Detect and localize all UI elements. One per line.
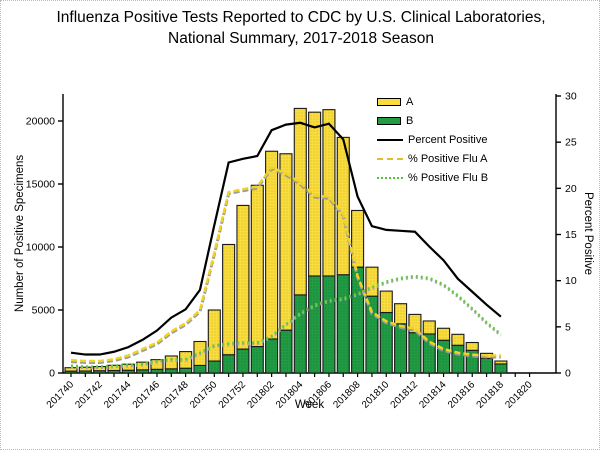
- bar-a-201806: [322, 109, 336, 277]
- tick-label: 201744: [102, 379, 134, 411]
- bar-a-201808: [351, 209, 365, 268]
- bar-b-201806: [322, 275, 336, 374]
- line--positive-flu-a: [70, 165, 501, 364]
- chart-title-line2: National Summary, 2017-2018 Season: [168, 30, 434, 47]
- legend-label-a: A: [406, 95, 414, 108]
- tick-label: 30: [565, 91, 577, 103]
- bar-b-201751: [222, 354, 236, 374]
- tick-label: 201812: [389, 379, 421, 411]
- tick-label: 0: [565, 368, 571, 380]
- tick-label: 201752: [217, 379, 249, 411]
- tick-label: 201808: [331, 379, 363, 411]
- bar-b-201801: [250, 345, 264, 374]
- bar-b-201802: [265, 338, 279, 374]
- bar-b-201807: [336, 274, 350, 374]
- bar-a-201814: [437, 327, 451, 341]
- bar-a-201804: [293, 107, 307, 296]
- bar-b-201805: [308, 275, 322, 374]
- flu-a-swatch-icon: [377, 97, 401, 106]
- tick-label: 201740: [45, 379, 77, 411]
- tick-label: 10000: [26, 242, 55, 254]
- bar-a-201809: [365, 266, 379, 297]
- bar-b-201818: [494, 363, 508, 374]
- bar-a-201810: [379, 290, 393, 314]
- bar-a-201803: [279, 153, 293, 331]
- tick-label: 201742: [73, 379, 105, 411]
- tick-label: 20000: [26, 116, 55, 128]
- tick-label: 15: [565, 229, 577, 241]
- x-axis-ticks: 2017402017422017442017462017482017502017…: [45, 373, 535, 411]
- bar-b-201814: [437, 339, 451, 374]
- line-percent-positive: [70, 121, 502, 356]
- bar-a-201747: [164, 355, 178, 370]
- chart-title: Influenza Positive Tests Reported to CDC…: [1, 7, 599, 49]
- tick-label: 20: [565, 183, 577, 195]
- tick-label: 0: [49, 368, 55, 380]
- tick-label: 201816: [446, 379, 478, 411]
- bar-b-201749: [193, 364, 207, 374]
- tick-label: 201818: [475, 379, 507, 411]
- left-axis-title: Number of Positive Specimens: [14, 155, 26, 312]
- tick-label: 201746: [131, 379, 163, 411]
- tick-label: 201814: [417, 379, 449, 411]
- right-axis-ticks: 0 5 10 15 20 25 30: [556, 91, 577, 380]
- tick-label: 201748: [159, 379, 191, 411]
- bar-b-201752: [236, 348, 250, 374]
- tick-label: 15000: [26, 179, 55, 191]
- line--positive-flu-b: [70, 274, 502, 370]
- pct-flu-a-line-icon: [377, 157, 403, 160]
- bar-b-201750: [207, 360, 221, 374]
- chart-legend: A B Percent Positive % Positive Flu A % …: [377, 95, 489, 184]
- bar-b-201811: [394, 323, 408, 374]
- chart-title-line1: Influenza Positive Tests Reported to CDC…: [56, 9, 546, 26]
- right-axis-title: Percent Positive: [582, 192, 594, 275]
- legend-item-pct-flu-b: % Positive Flu B: [377, 171, 489, 184]
- tick-label: 5000: [32, 305, 56, 317]
- bar-a-201805: [308, 111, 322, 277]
- legend-item-a: A: [377, 95, 488, 108]
- legend-label-pct-flu-b: % Positive Flu B: [408, 171, 489, 184]
- bar-a-201743: [107, 364, 121, 372]
- legend-item-b: B: [377, 114, 488, 127]
- bar-b-201808: [351, 266, 365, 374]
- bar-b-201747: [164, 368, 178, 374]
- bar-b-201812: [408, 332, 422, 374]
- bar-a-201752: [236, 204, 250, 350]
- x-axis-title: Week: [295, 399, 324, 411]
- legend-label-b: B: [406, 114, 414, 127]
- percent-positive-line-icon: [377, 138, 403, 141]
- tick-label: 10: [565, 275, 577, 287]
- bar-a-201818: [494, 360, 508, 365]
- bar-b-201809: [365, 295, 379, 374]
- bar-a-201801: [250, 184, 264, 348]
- tick-label: 201750: [188, 379, 220, 411]
- tick-label: 201820: [503, 379, 535, 411]
- tick-label: 201802: [245, 379, 277, 411]
- legend-item-percent-positive: Percent Positive: [377, 133, 488, 146]
- pct-flu-b-line-icon: [377, 176, 403, 179]
- flu-b-swatch-icon: [377, 116, 401, 125]
- bar-a-201816: [465, 341, 479, 351]
- bar-a-201742: [93, 366, 107, 372]
- legend-label-pct-flu-a: % Positive Flu A: [408, 152, 488, 165]
- bar-b-201803: [279, 329, 293, 374]
- bar-b-201815: [451, 344, 465, 374]
- bar-a-201750: [207, 309, 221, 362]
- tick-label: 201810: [360, 379, 392, 411]
- tick-label: 25: [565, 137, 577, 149]
- bar-b-201817: [480, 357, 494, 374]
- bar-b-201804: [293, 294, 307, 374]
- bar-a-201813: [422, 320, 436, 335]
- bar-a-201751: [222, 243, 236, 356]
- bar-a-201811: [394, 303, 408, 325]
- legend-label-percent-positive: Percent Positive: [408, 133, 488, 146]
- tick-label: 5: [565, 321, 571, 333]
- bar-b-201748: [179, 367, 193, 374]
- left-axis-ticks: 0 5000 10000 15000 20000: [26, 116, 63, 380]
- legend-item-pct-flu-a: % Positive Flu A: [377, 152, 488, 165]
- bar-a-201802: [265, 150, 279, 340]
- bar-a-201815: [451, 333, 465, 346]
